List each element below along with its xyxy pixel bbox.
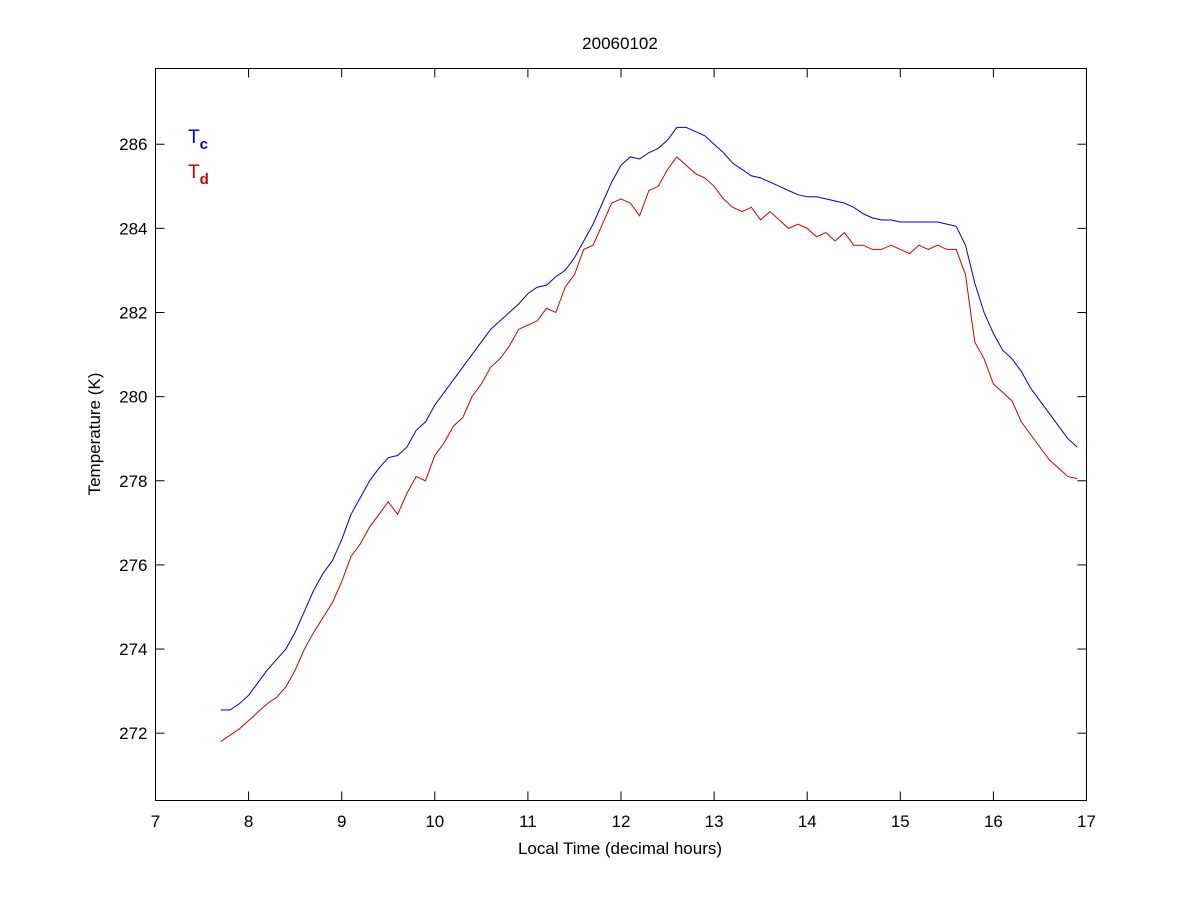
x-tick-label: 12 bbox=[612, 812, 631, 831]
x-tick-label: 16 bbox=[984, 812, 1003, 831]
y-tick-label: 282 bbox=[119, 304, 147, 323]
y-axis-label: Temperature (K) bbox=[85, 373, 104, 496]
y-tick-label: 278 bbox=[119, 472, 147, 491]
chart-title: 20060102 bbox=[582, 34, 658, 53]
x-tick-label: 17 bbox=[1077, 812, 1096, 831]
data-line bbox=[220, 126, 1078, 711]
y-tick-label: 280 bbox=[119, 388, 147, 407]
x-tick-label: 8 bbox=[244, 812, 253, 831]
x-tick-label: 9 bbox=[337, 812, 346, 831]
y-tick-label: 276 bbox=[119, 556, 147, 575]
x-axis-label: Local Time (decimal hours) bbox=[518, 839, 722, 858]
y-tick-label: 272 bbox=[119, 724, 147, 743]
x-tick-label: 10 bbox=[425, 812, 444, 831]
y-tick-label: 286 bbox=[119, 135, 147, 154]
y-tick-label: 284 bbox=[119, 219, 147, 238]
data-line bbox=[220, 156, 1078, 743]
x-tick-label: 11 bbox=[519, 812, 537, 831]
y-tick-label: 274 bbox=[119, 640, 147, 659]
x-tick-label: 15 bbox=[891, 812, 910, 831]
legend-entry: Td bbox=[188, 162, 209, 188]
x-tick-label: 13 bbox=[705, 812, 724, 831]
x-tick-label: 14 bbox=[798, 812, 817, 831]
legend-entry: Tc bbox=[188, 127, 208, 153]
x-tick-label: 7 bbox=[151, 812, 160, 831]
